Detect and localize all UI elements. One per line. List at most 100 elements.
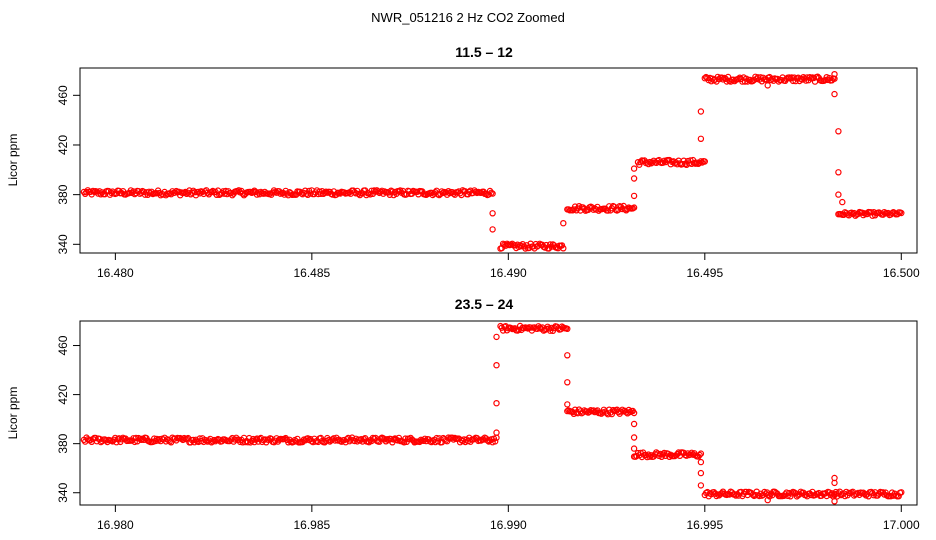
axis-ticks: 16.480 16.485 16.490 16.495 16.500 340 380 420 4… <box>56 85 920 280</box>
data-point <box>384 436 391 443</box>
y-tick-label: 340 <box>56 482 70 502</box>
data-point <box>831 70 838 78</box>
data-point <box>731 491 738 498</box>
data-point <box>806 73 814 81</box>
data-point <box>493 362 500 369</box>
x-tick-label: 16.485 <box>293 266 330 280</box>
data-point <box>732 492 740 499</box>
data-point <box>697 135 705 142</box>
data-point <box>180 434 188 442</box>
data-point <box>355 190 362 198</box>
data-point <box>92 434 99 442</box>
data-point <box>132 434 140 442</box>
data-point <box>697 458 705 466</box>
x-tick-label: 16.500 <box>883 266 920 280</box>
data-point <box>445 434 452 441</box>
data-points <box>80 70 905 252</box>
data-point <box>831 479 838 487</box>
data-point <box>209 438 216 445</box>
data-point <box>131 438 138 446</box>
data-point <box>630 175 638 182</box>
panel-top: 11.5 – 12 Licor ppm 16.480 16.485 16.490 16… <box>6 44 920 280</box>
data-point <box>714 491 722 498</box>
y-tick-label: 380 <box>56 184 70 204</box>
data-point <box>564 325 571 332</box>
data-point <box>374 188 382 195</box>
data-point <box>630 204 638 211</box>
data-point <box>489 210 496 217</box>
data-point <box>609 406 617 414</box>
data-point <box>560 245 567 252</box>
data-point <box>489 226 496 233</box>
x-tick-label: 17.000 <box>883 518 920 532</box>
data-point <box>831 75 838 82</box>
data-point <box>831 498 838 505</box>
y-tick-label: 460 <box>56 335 70 355</box>
x-tick-label: 16.490 <box>490 266 527 280</box>
data-point <box>764 82 771 89</box>
x-tick-label: 16.480 <box>97 266 134 280</box>
figure-title: NWR_051216 2 Hz CO2 Zoomed <box>371 10 565 25</box>
data-point <box>835 128 842 135</box>
data-point <box>692 160 699 167</box>
x-tick-label: 16.495 <box>686 266 723 280</box>
data-point <box>630 420 638 428</box>
data-point <box>400 439 408 446</box>
data-point <box>848 209 855 216</box>
y-tick-label: 420 <box>56 384 70 404</box>
data-point <box>646 453 654 460</box>
x-tick-label: 16.985 <box>293 518 330 532</box>
y-tick-label: 460 <box>56 85 70 105</box>
data-point <box>697 469 705 477</box>
data-point <box>564 401 571 408</box>
data-point <box>438 188 445 195</box>
data-point <box>171 189 179 196</box>
data-point <box>322 188 330 195</box>
data-point <box>522 245 529 252</box>
data-point <box>898 489 905 496</box>
data-point <box>433 434 440 442</box>
y-axis-label: Licor ppm <box>6 387 20 440</box>
data-point <box>406 436 413 443</box>
y-axis-label: Licor ppm <box>6 134 20 187</box>
data-point <box>493 400 500 407</box>
data-point <box>493 333 500 341</box>
y-tick-label: 420 <box>56 135 70 155</box>
panel-bottom: 23.5 – 24 Licor ppm 16.980 16.985 16.990 16… <box>6 296 920 532</box>
data-point <box>701 158 709 165</box>
data-point <box>489 190 496 197</box>
data-point <box>630 409 638 417</box>
y-tick-label: 340 <box>56 234 70 254</box>
data-point <box>802 77 810 84</box>
plot-frame <box>79 320 918 506</box>
data-point <box>831 90 838 98</box>
x-tick-label: 16.980 <box>97 518 134 532</box>
data-point <box>679 160 686 168</box>
data-point <box>898 209 905 217</box>
data-point <box>697 108 705 115</box>
data-point <box>630 445 638 452</box>
data-point <box>764 496 771 504</box>
data-point <box>833 493 841 500</box>
data-point <box>367 191 374 198</box>
data-point <box>560 219 567 227</box>
data-point <box>244 439 252 446</box>
data-point <box>697 482 705 489</box>
data-point <box>253 435 261 442</box>
data-point <box>630 434 638 441</box>
x-tick-label: 16.990 <box>490 518 527 532</box>
data-point <box>835 191 842 198</box>
axis-ticks: 16.980 16.985 16.990 16.995 17.000 340 380 420 4… <box>56 335 920 532</box>
data-point <box>697 158 705 165</box>
data-point <box>249 435 257 443</box>
data-point <box>630 165 638 172</box>
data-points <box>80 322 905 505</box>
plot-frame <box>79 67 918 254</box>
data-point <box>697 450 705 457</box>
panel-title: 23.5 – 24 <box>455 296 514 312</box>
data-point <box>835 169 842 176</box>
data-point <box>839 198 846 206</box>
data-point <box>493 429 500 436</box>
data-point <box>492 438 499 445</box>
data-point <box>564 379 571 386</box>
